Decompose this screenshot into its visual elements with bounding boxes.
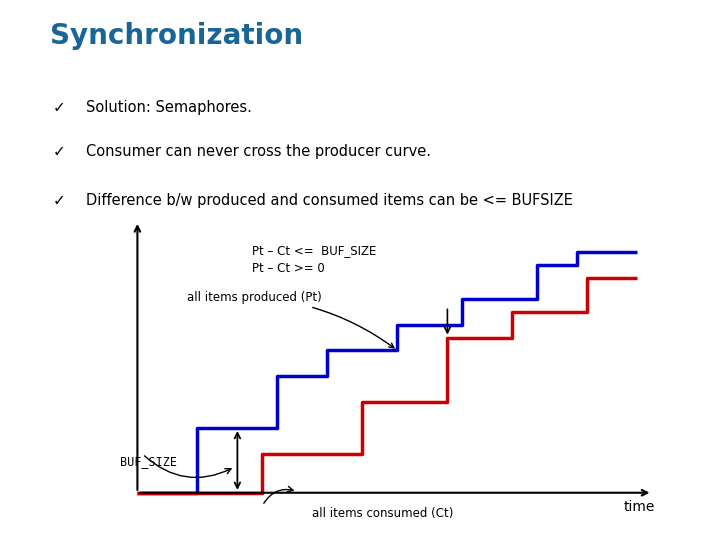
Text: Pt – Ct >= 0: Pt – Ct >= 0 [253, 262, 325, 275]
Text: time: time [624, 500, 655, 514]
Text: Consumer can never cross the producer curve.: Consumer can never cross the producer cu… [86, 144, 431, 159]
Text: ✓: ✓ [53, 144, 66, 159]
Text: Synchronization: Synchronization [50, 22, 304, 50]
Text: all items consumed (Ct): all items consumed (Ct) [312, 507, 454, 520]
Text: ✓: ✓ [53, 100, 66, 115]
Text: 85 / 123: 85 / 123 [9, 66, 53, 76]
Text: all items produced (Pt): all items produced (Pt) [187, 291, 394, 348]
Text: Pt – Ct <=  BUF_SIZE: Pt – Ct <= BUF_SIZE [253, 244, 377, 258]
Text: Difference b/w produced and consumed items can be <= BUFSIZE: Difference b/w produced and consumed ite… [86, 193, 573, 208]
Text: ✓: ✓ [53, 193, 66, 208]
Text: Solution: Semaphores.: Solution: Semaphores. [86, 100, 252, 115]
Text: BUF_SIZE: BUF_SIZE [120, 455, 177, 468]
